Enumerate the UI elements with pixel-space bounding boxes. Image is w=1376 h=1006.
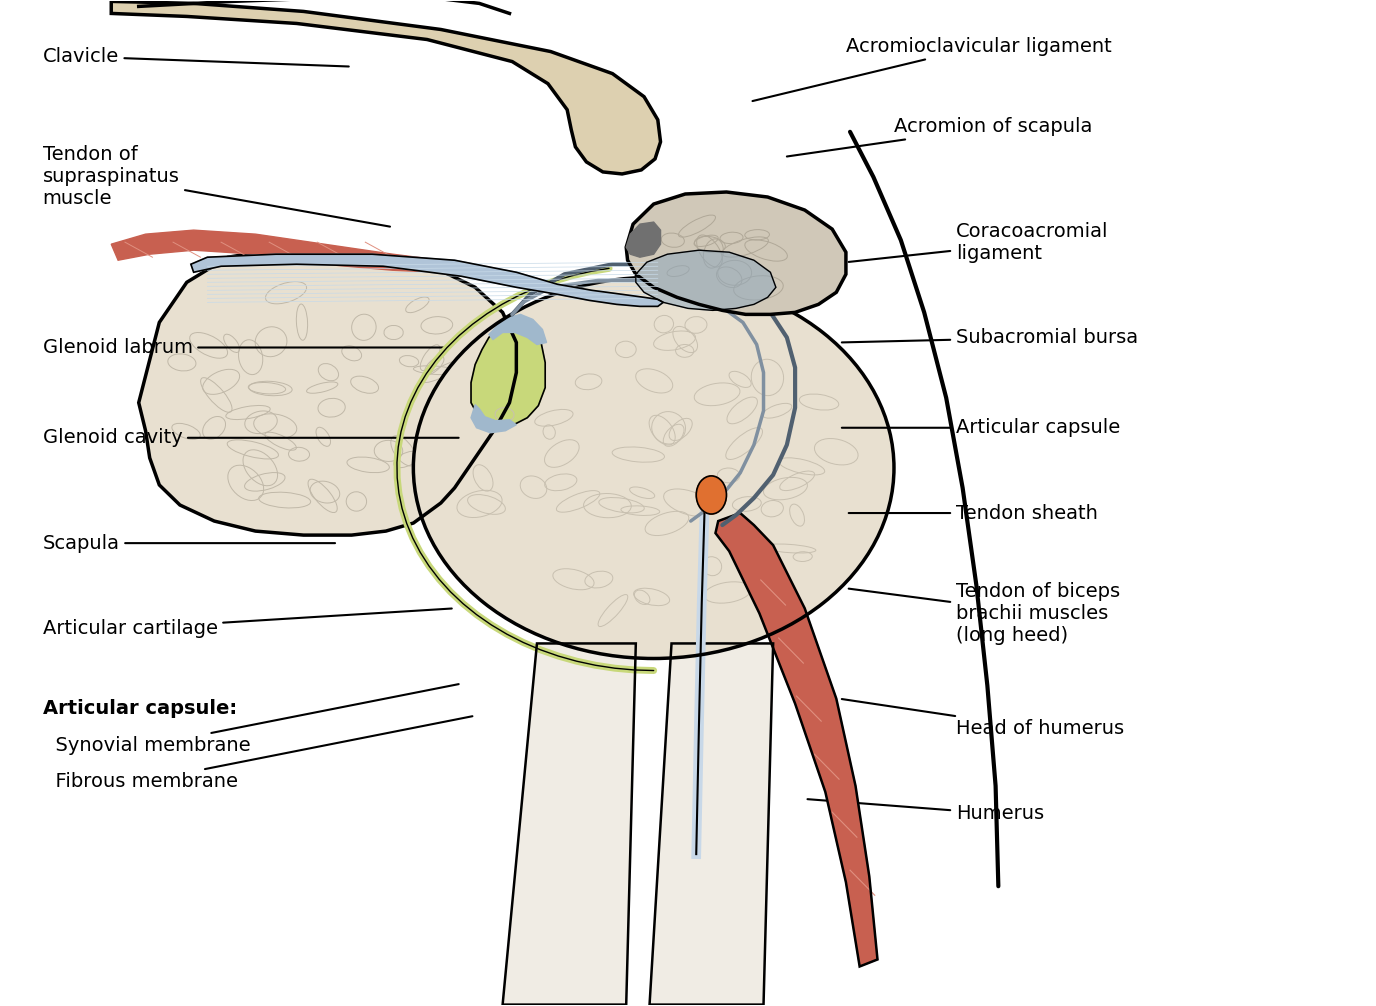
Polygon shape <box>626 222 660 258</box>
Ellipse shape <box>413 278 894 659</box>
Text: Subacromial bursa: Subacromial bursa <box>842 328 1138 347</box>
Polygon shape <box>139 247 516 535</box>
Polygon shape <box>626 192 846 315</box>
Text: Glenoid labrum: Glenoid labrum <box>43 338 444 357</box>
Polygon shape <box>502 644 636 1005</box>
Polygon shape <box>488 315 546 344</box>
Text: Articular capsule: Articular capsule <box>842 418 1120 438</box>
Text: Articular cartilage: Articular cartilage <box>43 609 451 638</box>
Polygon shape <box>475 324 530 421</box>
Polygon shape <box>191 255 663 307</box>
Text: Acromion of scapula: Acromion of scapula <box>787 118 1093 157</box>
Text: Fibrous membrane: Fibrous membrane <box>43 716 472 792</box>
Polygon shape <box>716 513 878 967</box>
Text: Scapula: Scapula <box>43 533 334 552</box>
Polygon shape <box>471 404 516 433</box>
Text: Tendon of biceps
brachii muscles
(long heed): Tendon of biceps brachii muscles (long h… <box>849 581 1120 645</box>
Text: Head of humerus: Head of humerus <box>842 699 1124 738</box>
Polygon shape <box>111 1 660 174</box>
Text: Humerus: Humerus <box>808 799 1044 824</box>
Text: Glenoid cavity: Glenoid cavity <box>43 429 458 448</box>
Polygon shape <box>471 324 545 426</box>
Text: Clavicle: Clavicle <box>43 47 348 66</box>
Text: Synovial membrane: Synovial membrane <box>43 684 458 756</box>
Polygon shape <box>649 644 773 1005</box>
Text: Tendon sheath: Tendon sheath <box>849 504 1098 522</box>
Text: Acromioclavicular ligament: Acromioclavicular ligament <box>753 37 1112 101</box>
Text: Tendon of
supraspinatus
muscle: Tendon of supraspinatus muscle <box>43 146 389 226</box>
Polygon shape <box>111 230 440 273</box>
Ellipse shape <box>696 476 727 514</box>
Polygon shape <box>636 250 776 311</box>
Text: Coracoacromial
ligament: Coracoacromial ligament <box>849 221 1108 263</box>
Text: Articular capsule:: Articular capsule: <box>43 699 237 718</box>
